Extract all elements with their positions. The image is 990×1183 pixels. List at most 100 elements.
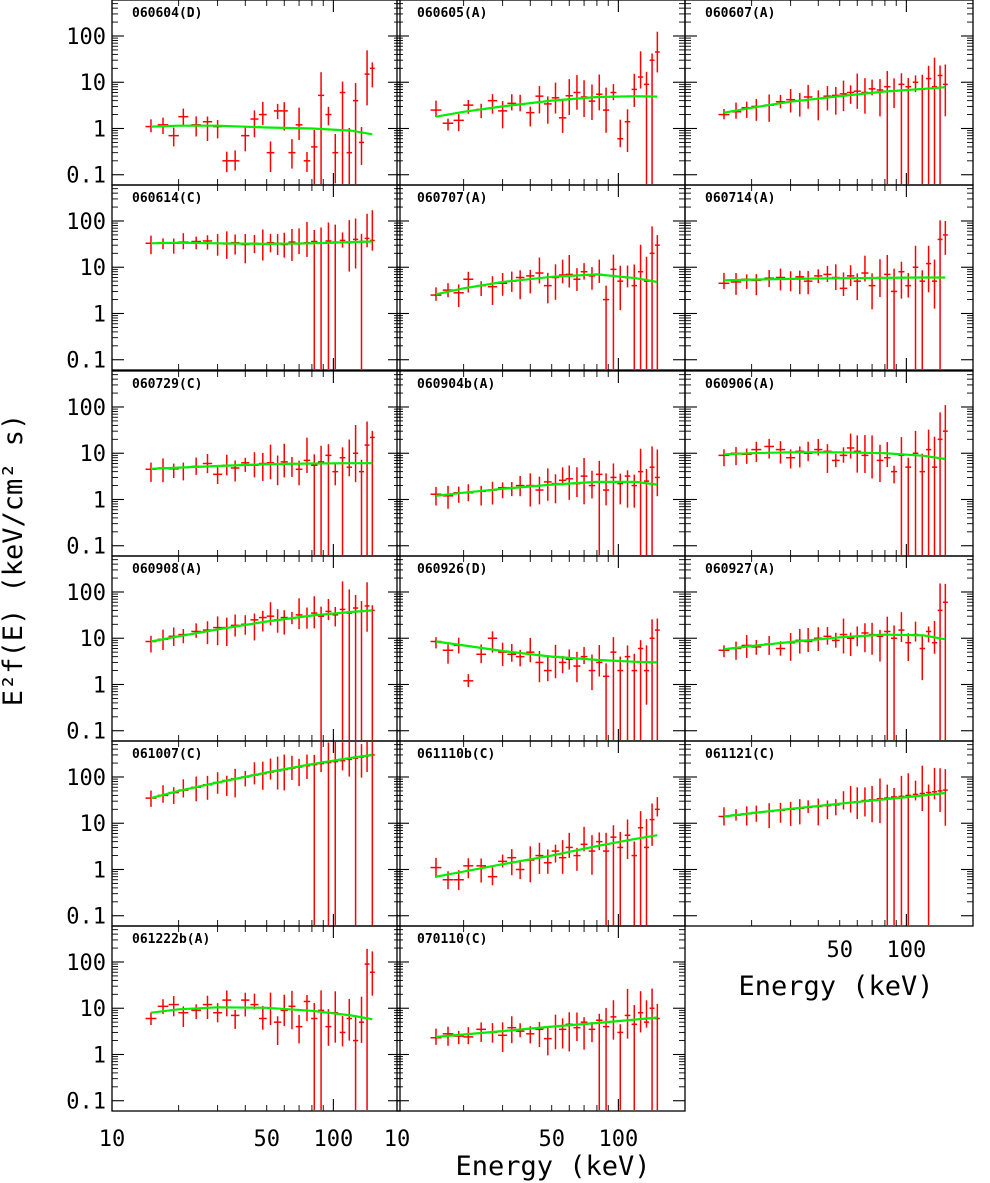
panel-060906(A): 060906(A) (684, 370, 974, 557)
data-point (288, 139, 296, 169)
data-point (624, 645, 631, 740)
y-tick-label: 1 (93, 488, 106, 513)
data-point (273, 455, 282, 486)
data-point (230, 768, 240, 798)
data-point (463, 674, 474, 688)
data-point (942, 405, 948, 555)
data-point (303, 151, 311, 172)
model-curve (150, 124, 373, 136)
data-point (526, 637, 535, 663)
data-point (498, 642, 508, 667)
data-point (596, 259, 603, 283)
data-point (890, 787, 898, 925)
model-curve (435, 1016, 658, 1038)
data-point (912, 430, 919, 555)
data-point (580, 647, 588, 665)
data-point (487, 867, 498, 886)
data-point (631, 474, 637, 508)
data-point (898, 73, 905, 184)
data-point (145, 790, 157, 807)
data-point (718, 272, 730, 290)
x-tick-label: 100 (313, 1127, 353, 1152)
data-point (942, 583, 948, 740)
x-tick-label: 50 (826, 938, 853, 963)
data-point (157, 458, 169, 483)
data-point (919, 453, 925, 555)
data-point (649, 53, 655, 184)
data-point (602, 1007, 610, 1110)
data-point (430, 100, 442, 117)
data-point (624, 988, 631, 1039)
data-point (823, 266, 832, 283)
data-point (596, 74, 603, 111)
data-point (803, 84, 813, 109)
data-point (202, 116, 213, 142)
data-point (266, 758, 275, 780)
data-point (358, 744, 365, 778)
y-tick-label: 1 (93, 302, 106, 327)
data-point (295, 228, 303, 255)
x-tick-label: 10 (99, 1127, 126, 1152)
data-point (868, 785, 876, 823)
panel-label: 060614(C) (132, 191, 202, 206)
data-point (280, 754, 288, 791)
y-tick-label: 0.1 (66, 1090, 106, 1115)
data-point (191, 623, 201, 638)
data-point (580, 826, 588, 852)
data-point (442, 118, 454, 131)
panel-060908(A): 0.1 1 10 100 060908(A) (66, 555, 401, 745)
data-point (369, 62, 375, 88)
model-curve (150, 753, 373, 800)
panel-label: 060607(A) (705, 6, 775, 21)
data-point (258, 229, 267, 261)
model-curve (150, 1006, 373, 1021)
y-tick-label: 0.1 (66, 905, 106, 930)
data-point (580, 457, 588, 505)
model-curve (150, 609, 373, 643)
data-point (288, 456, 296, 477)
data-point (442, 485, 454, 509)
data-point (884, 442, 891, 468)
data-point (565, 79, 573, 116)
data-point (898, 612, 905, 643)
data-point (202, 453, 213, 474)
data-point (905, 457, 912, 555)
data-point (551, 264, 560, 300)
model-curve (435, 640, 658, 664)
data-point (846, 786, 855, 813)
x-tick-label: 50 (538, 1127, 565, 1152)
panel-label: 060707(A) (417, 191, 487, 206)
data-point (364, 948, 370, 1110)
panel-label: 060604(D) (132, 6, 202, 21)
data-point (551, 82, 560, 114)
data-point (332, 463, 339, 486)
data-point (551, 1014, 560, 1050)
data-point (919, 74, 925, 184)
data-point (230, 460, 240, 482)
data-point (890, 625, 898, 740)
panel-label: 061110b(C) (417, 747, 495, 762)
data-point (311, 129, 318, 184)
data-point (643, 1000, 650, 1028)
data-point (631, 841, 637, 925)
data-point (311, 754, 318, 925)
data-point (795, 270, 805, 295)
data-point (786, 632, 796, 661)
data-point (339, 232, 346, 248)
data-point (610, 825, 617, 925)
data-point (912, 245, 919, 369)
data-point (643, 71, 650, 184)
data-point (649, 988, 655, 1110)
data-point (649, 226, 655, 369)
data-point (498, 482, 508, 499)
data-point (558, 99, 567, 133)
data-point (890, 465, 898, 484)
data-point (191, 1004, 201, 1020)
data-point (751, 639, 762, 655)
data-point (317, 606, 325, 740)
panel-060604(D): 0.1 1 10 100 060604(D) (66, 0, 401, 189)
data-point (925, 784, 932, 925)
data-point (558, 1018, 567, 1049)
data-point (573, 1012, 581, 1041)
data-point (222, 775, 232, 796)
